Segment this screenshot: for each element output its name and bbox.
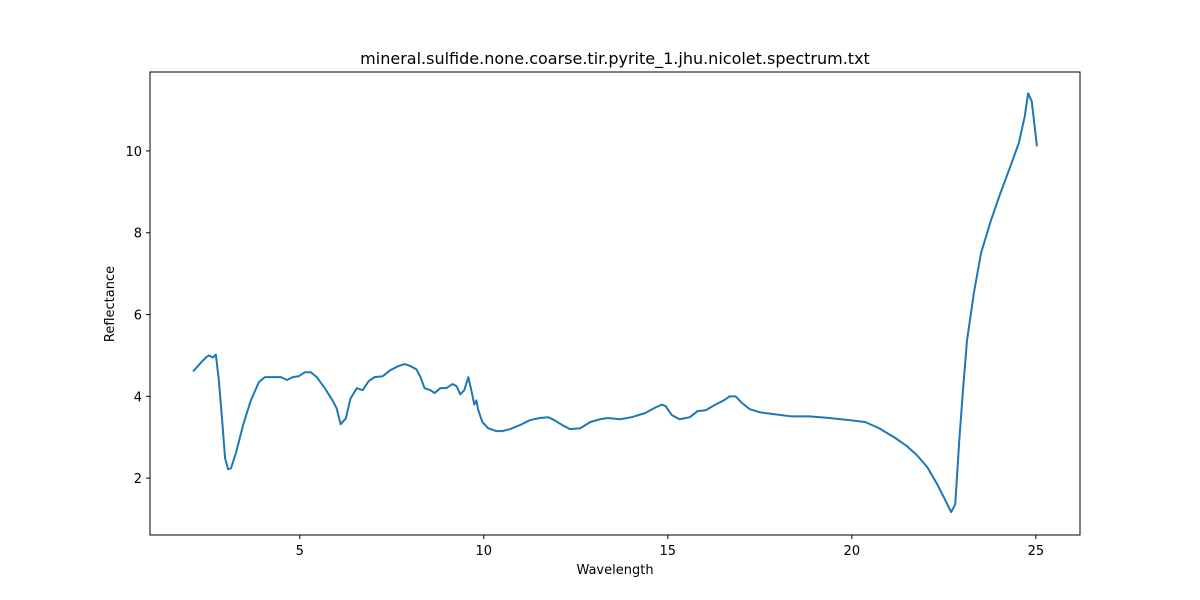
data-line [192, 92, 1038, 514]
plot-area: 5 10 15 20 25 2 4 6 8 10 [125, 92, 1045, 559]
y-tick-label: 10 [125, 145, 142, 160]
x-tick-label: 10 [476, 544, 493, 559]
y-tick-label: 4 [134, 390, 142, 405]
y-tick-label: 2 [134, 472, 142, 487]
x-axis-label: Wavelength [576, 563, 653, 578]
y-tick-label: 6 [134, 309, 142, 324]
x-tick-label: 5 [296, 544, 304, 559]
chart-title: mineral.sulfide.none.coarse.tir.pyrite_1… [360, 49, 870, 69]
y-tick-label: 8 [134, 227, 142, 242]
x-tick-label: 25 [1028, 544, 1045, 559]
plot-frame [149, 71, 1081, 536]
x-tick-label: 15 [660, 544, 677, 559]
y-axis-label: Reflectance [103, 266, 118, 342]
x-tick-label: 20 [844, 544, 861, 559]
